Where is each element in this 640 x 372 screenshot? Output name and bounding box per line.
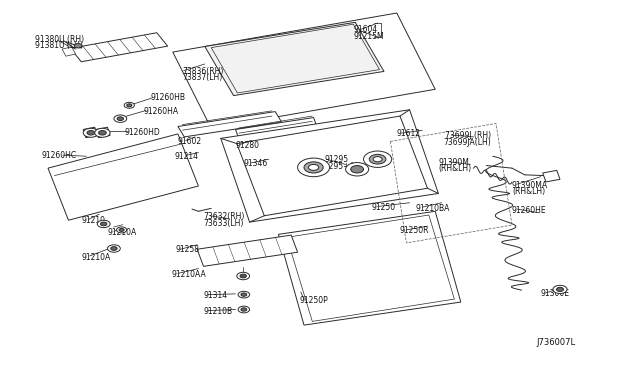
Polygon shape xyxy=(83,127,97,138)
Polygon shape xyxy=(221,110,438,222)
Circle shape xyxy=(83,128,99,137)
Circle shape xyxy=(238,306,250,313)
Text: 91210B: 91210B xyxy=(204,307,233,316)
Circle shape xyxy=(304,162,323,173)
Text: 91210: 91210 xyxy=(82,216,106,225)
Circle shape xyxy=(240,274,246,278)
Polygon shape xyxy=(543,170,560,182)
Polygon shape xyxy=(278,211,461,325)
Text: 91214: 91214 xyxy=(174,152,198,161)
Circle shape xyxy=(308,164,319,170)
Text: 73837(LH): 73837(LH) xyxy=(182,73,223,82)
Circle shape xyxy=(351,166,364,173)
Text: 91602: 91602 xyxy=(178,137,202,146)
Text: 73633(LH): 73633(LH) xyxy=(204,219,244,228)
Text: 91295: 91295 xyxy=(324,155,349,164)
Circle shape xyxy=(241,293,247,296)
Circle shape xyxy=(87,131,95,135)
Circle shape xyxy=(117,117,124,121)
Text: 91260HC: 91260HC xyxy=(42,151,77,160)
Text: 91260HA: 91260HA xyxy=(144,107,179,116)
Polygon shape xyxy=(62,47,76,56)
Text: 91210AA: 91210AA xyxy=(172,270,206,279)
Circle shape xyxy=(373,157,382,162)
Text: 91346: 91346 xyxy=(243,159,268,168)
Text: 91250R: 91250R xyxy=(400,226,429,235)
Text: 91260HB: 91260HB xyxy=(150,93,186,102)
Text: J736007L: J736007L xyxy=(536,339,575,347)
Text: 91604: 91604 xyxy=(354,25,378,34)
Text: 91314: 91314 xyxy=(204,291,228,300)
Text: 73699J (RH): 73699J (RH) xyxy=(445,131,491,140)
Text: 73836(RH): 73836(RH) xyxy=(182,67,224,76)
Text: 91260HE: 91260HE xyxy=(512,206,547,215)
Circle shape xyxy=(238,291,250,298)
Circle shape xyxy=(237,272,250,280)
Text: (RH&LH): (RH&LH) xyxy=(512,187,545,196)
Polygon shape xyxy=(197,235,298,266)
Circle shape xyxy=(119,228,124,231)
Circle shape xyxy=(99,131,106,135)
Polygon shape xyxy=(96,127,110,138)
Circle shape xyxy=(557,287,564,292)
Text: 91215M: 91215M xyxy=(354,32,385,41)
Text: 91612: 91612 xyxy=(397,129,421,138)
Circle shape xyxy=(553,285,567,294)
Text: 91380U (RH): 91380U (RH) xyxy=(35,35,84,44)
Circle shape xyxy=(97,220,110,228)
Circle shape xyxy=(114,115,127,122)
Text: 91250P: 91250P xyxy=(300,296,328,305)
Circle shape xyxy=(241,308,247,311)
Polygon shape xyxy=(48,134,198,220)
Circle shape xyxy=(369,154,386,164)
Text: 91258: 91258 xyxy=(176,246,200,254)
Text: 91210A: 91210A xyxy=(82,253,111,262)
Circle shape xyxy=(111,247,117,250)
Text: 91390M: 91390M xyxy=(438,158,469,167)
Polygon shape xyxy=(178,112,282,137)
Circle shape xyxy=(346,163,369,176)
Circle shape xyxy=(95,128,110,137)
Text: 91390MA: 91390MA xyxy=(512,181,548,190)
Text: 73699JA(LH): 73699JA(LH) xyxy=(444,138,492,147)
Polygon shape xyxy=(70,33,168,62)
Polygon shape xyxy=(237,116,428,216)
Circle shape xyxy=(116,227,127,233)
Text: 91260HD: 91260HD xyxy=(125,128,161,137)
Text: 91381U (LH): 91381U (LH) xyxy=(35,41,83,50)
Circle shape xyxy=(298,158,330,177)
Circle shape xyxy=(124,102,134,108)
Text: 91210A: 91210A xyxy=(108,228,137,237)
Polygon shape xyxy=(173,13,435,128)
Polygon shape xyxy=(236,118,317,138)
Polygon shape xyxy=(205,22,384,96)
Text: 91210BA: 91210BA xyxy=(416,204,451,213)
Circle shape xyxy=(108,245,120,252)
Text: (RH&LH): (RH&LH) xyxy=(438,164,472,173)
Circle shape xyxy=(364,151,392,167)
Text: 91300E: 91300E xyxy=(541,289,570,298)
Text: 91280: 91280 xyxy=(236,141,260,150)
Circle shape xyxy=(100,222,107,226)
Text: 91295+A: 91295+A xyxy=(320,162,356,171)
Circle shape xyxy=(127,104,132,107)
Circle shape xyxy=(74,44,82,48)
Text: 73632(RH): 73632(RH) xyxy=(204,212,245,221)
Text: 91250: 91250 xyxy=(371,203,396,212)
